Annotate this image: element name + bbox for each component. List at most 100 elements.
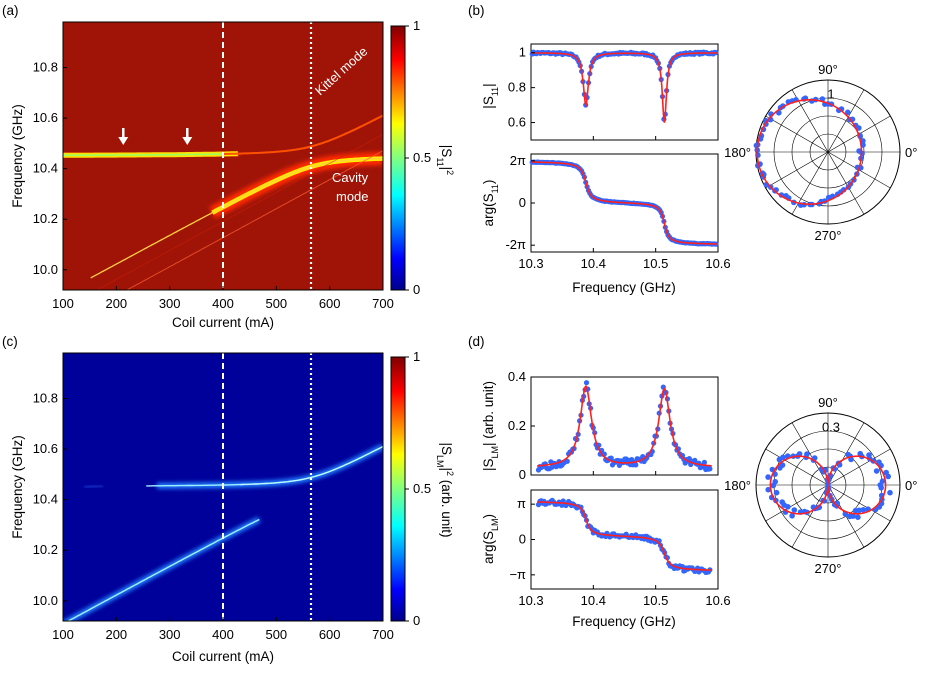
- y-axis-label-d-phase: arg(SLM): [481, 514, 500, 564]
- x-tick-label: 10.5: [643, 593, 668, 608]
- fit-curve: [531, 161, 718, 245]
- y-axis-label-b-mag: |S11|: [481, 83, 500, 108]
- panel-b: 0.6 0.8 1 10.3 10.4 10.5 10.6 2π 0 -2π |S11| arg…: [481, 43, 917, 295]
- panel-a-heatmap: Kittel mode Cavity mode 100 200 300 400 500 6…: [10, 18, 455, 330]
- colorbar-label-c: |SLM|2 (arb. unit): [435, 442, 455, 537]
- polar-angle-label: 180°: [724, 145, 751, 160]
- polar-angle-label: 0°: [905, 478, 917, 493]
- x-tick-label: 600: [319, 627, 341, 642]
- y-tick-label: 0: [519, 195, 526, 210]
- polar-radius-label: 1: [827, 87, 834, 102]
- polar-angle-label: 270°: [815, 561, 842, 576]
- data-point: [608, 455, 614, 461]
- x-tick-label: 700: [372, 627, 394, 642]
- y-tick-label: 10.2: [33, 542, 58, 557]
- spin-wave-mode-line: [125, 150, 383, 290]
- y-tick-label: 10.8: [33, 391, 58, 406]
- y-tick-label: π: [517, 496, 526, 511]
- kittel-trace-lower: [90, 157, 383, 279]
- polar-data-point: [770, 482, 777, 489]
- panel-c-heatmap: 100 200 300 400 500 600 70010.010.210.410.610.…: [10, 349, 455, 664]
- lower-branch: [66, 518, 260, 621]
- y-tick-label: 10.0: [33, 593, 58, 608]
- polar-data-point: [855, 514, 861, 520]
- fit-curve: [537, 501, 712, 571]
- x-tick-label: 10.5: [643, 256, 668, 271]
- y-axis-label-d-mag: |SLM| (arb. unit): [481, 381, 500, 471]
- fit-curve: [531, 52, 718, 123]
- colorbar-tick-label: 0.5: [413, 481, 431, 496]
- x-tick-label: 200: [105, 296, 127, 311]
- x-tick-label: 400: [212, 296, 234, 311]
- polar-data-point: [765, 474, 771, 480]
- annotation-mode: mode: [336, 189, 369, 204]
- y-axis-label-a: Frequency (GHz): [10, 104, 25, 208]
- polar-grid-spoke: [765, 115, 891, 189]
- data-point: [564, 458, 570, 464]
- polar-angle-label: 180°: [724, 478, 751, 493]
- polar-data-point: [773, 489, 780, 496]
- colorbar-tick-label: 0: [413, 613, 420, 628]
- x-tick-label: 500: [265, 627, 287, 642]
- polar-angle-label: 0°: [905, 145, 917, 160]
- x-tick-label: 10.4: [581, 593, 606, 608]
- polar-data-point: [860, 138, 866, 144]
- polar-data-point: [857, 450, 863, 457]
- colorbar-tick-label: 0: [413, 282, 420, 297]
- arrow-head-2: [182, 137, 193, 145]
- polar-data-point: [866, 452, 872, 458]
- y-tick-label: 0.8: [508, 80, 526, 95]
- x-tick-label: 10.3: [518, 256, 543, 271]
- data-point: [707, 466, 713, 472]
- y-tick-label: 10.6: [33, 441, 58, 456]
- colorbar-label-a: |S11|2: [435, 145, 455, 175]
- panel-label-d: (d): [468, 334, 485, 349]
- y-tick-label: 0.6: [508, 115, 526, 130]
- fit-curve: [537, 385, 712, 467]
- x-axis-label-d: Frequency (GHz): [572, 614, 676, 629]
- colorbar-tick-label: 1: [413, 349, 420, 364]
- polar-data-point: [873, 468, 880, 474]
- polar-data-point: [887, 489, 893, 496]
- x-tick-label: 300: [159, 296, 181, 311]
- x-tick-label: 10.6: [705, 256, 730, 271]
- y-tick-label: 10.6: [33, 110, 58, 125]
- kittel-trace-upper: [223, 114, 383, 155]
- polar-data-point: [883, 469, 889, 476]
- polar-data-point: [776, 456, 783, 463]
- y-axis-label-c: Frequency (GHz): [10, 435, 25, 539]
- colorbar-tick-label: 0.5: [413, 150, 431, 165]
- x-tick-label: 10.3: [518, 593, 543, 608]
- arrow-head-1: [118, 137, 129, 145]
- y-tick-label: 0: [519, 467, 526, 482]
- y-tick-label: -2π: [505, 237, 526, 252]
- polar-data-point: [878, 485, 884, 491]
- x-tick-label: 700: [372, 296, 394, 311]
- y-tick-label: 1: [519, 45, 526, 60]
- polar-data-point: [879, 478, 886, 485]
- x-tick-label: 300: [159, 627, 181, 642]
- polar-radius-label: 0.3: [822, 420, 840, 435]
- colorbar-c: [390, 356, 406, 622]
- x-axis-label-c: Coil current (mA): [172, 649, 274, 664]
- polar-data-point: [791, 507, 798, 513]
- colorbar-a: [390, 25, 406, 291]
- y-tick-label: −π: [509, 567, 526, 582]
- cavity-band-upper-core: [63, 152, 238, 157]
- polar-data-point: [856, 507, 862, 514]
- x-tick-label: 400: [212, 627, 234, 642]
- axes-frame-b-mag: [530, 43, 719, 141]
- kittel-branch-high: [240, 445, 383, 486]
- polar-fit-curve: [769, 455, 887, 515]
- y-tick-label: 0.4: [508, 369, 526, 384]
- polar-fit-curve: [756, 98, 863, 206]
- polar-data-point: [785, 504, 791, 510]
- y-tick-label: 10.8: [33, 60, 58, 75]
- polar-data-point: [765, 486, 771, 493]
- polar-data-point: [845, 451, 852, 458]
- x-tick-label: 100: [52, 296, 74, 311]
- x-tick-label: 10.4: [581, 256, 606, 271]
- annotation-cavity: Cavity: [332, 170, 369, 185]
- polar-angle-label: 270°: [815, 228, 842, 243]
- x-tick-label: 100: [52, 627, 74, 642]
